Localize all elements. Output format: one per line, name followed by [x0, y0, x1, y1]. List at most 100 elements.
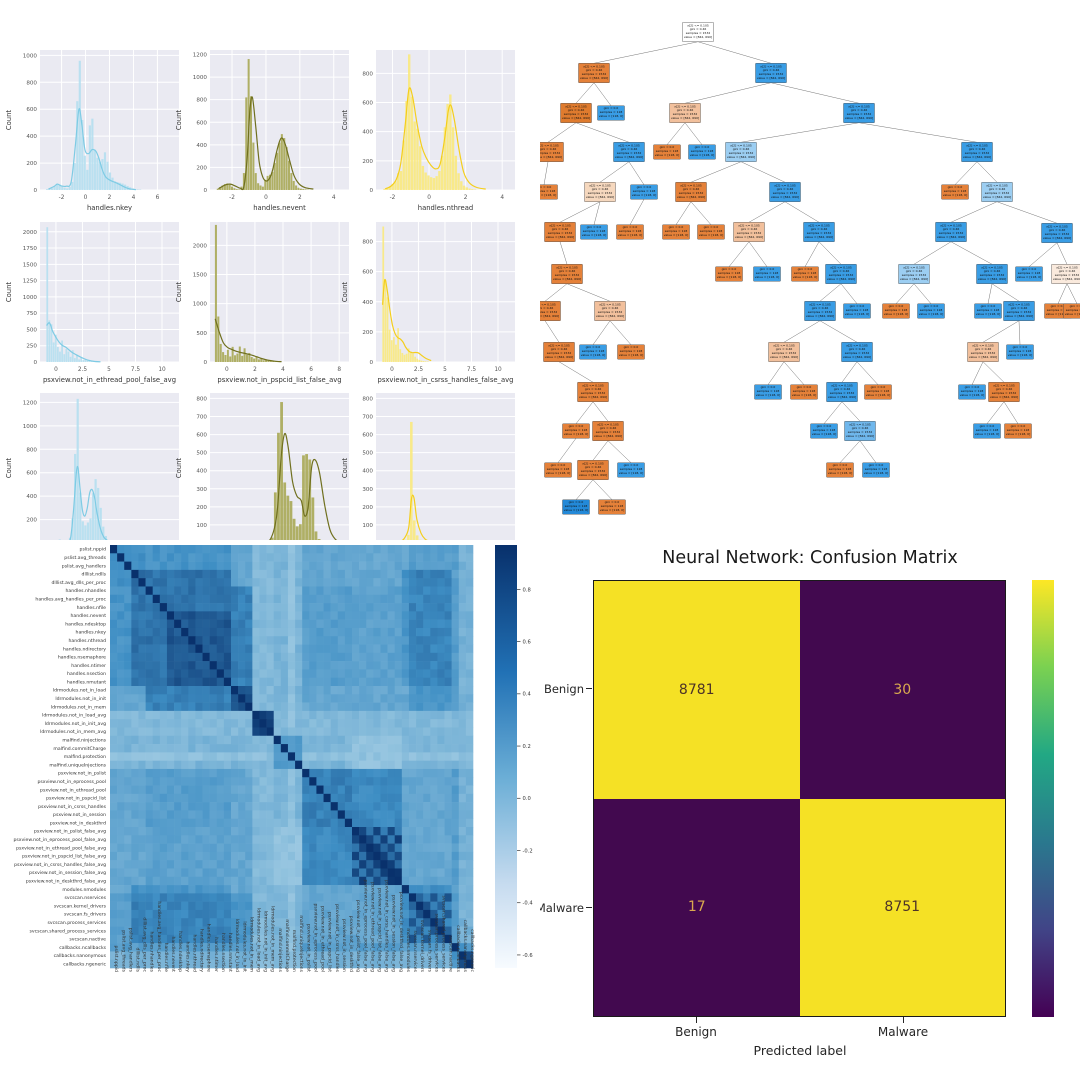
svg-text:800: 800: [196, 396, 207, 402]
svg-text:handles.nkey: handles.nkey: [184, 942, 190, 973]
svg-text:Count: Count: [341, 282, 349, 303]
svg-text:7.5: 7.5: [131, 367, 141, 373]
svg-text:samples = 1532: samples = 1532: [617, 151, 642, 155]
svg-text:dlllist.ndlls: dlllist.ndlls: [135, 948, 141, 973]
svg-text:psxview.not_in_session_false_a: psxview.not_in_session_false_avg: [391, 895, 397, 972]
svg-text:gini = 0.46: gini = 0.46: [600, 426, 617, 430]
svg-text:samples = 118: samples = 118: [846, 308, 869, 312]
svg-text:psxview.not_in_pspcid_list_fal: psxview.not_in_pspcid_list_false_avg: [217, 376, 341, 384]
svg-text:samples = 118: samples = 118: [656, 149, 679, 153]
svg-text:4: 4: [132, 195, 136, 201]
svg-text:psxview.not_in_csrss_handles_f: psxview.not_in_csrss_handles_false_avg: [384, 880, 390, 972]
svg-text:value = [118, 0]: value = [118, 0]: [975, 432, 1000, 436]
svg-text:Count: Count: [341, 458, 349, 479]
svg-text:psxview.not_in_pslist: psxview.not_in_pslist: [305, 924, 311, 972]
svg-text:malfind.protection: malfind.protection: [64, 754, 106, 760]
xtick-benign: Benign: [675, 1025, 717, 1039]
svg-text:5: 5: [443, 367, 447, 373]
svg-text:psxview.not_in_eprocess_pool_f: psxview.not_in_eprocess_pool_false_avg: [362, 879, 368, 972]
histogram-plot-1: 0 200 400 600 800 1000 1200 -2 0 2 4 Count handles.n…: [175, 50, 349, 212]
svg-text:gini = 0.46: gini = 0.46: [851, 108, 868, 112]
svg-text:gini = 0.46: gini = 0.46: [602, 306, 619, 310]
svg-text:0: 0: [203, 360, 207, 366]
svg-text:value = [842, 690]: value = [842, 690]: [757, 76, 785, 80]
svg-text:samples = 118: samples = 118: [620, 467, 643, 471]
svg-text:value = [118, 0]: value = [118, 0]: [884, 312, 909, 316]
svg-text:gini = 0.46: gini = 0.46: [585, 465, 602, 469]
svg-text:1200: 1200: [193, 53, 208, 59]
svg-text:handles.avg_handles_per_proc: handles.avg_handles_per_proc: [156, 901, 162, 972]
svg-text:500: 500: [196, 451, 207, 457]
svg-text:gini = 0.46: gini = 0.46: [741, 227, 758, 231]
svg-text:-2: -2: [390, 195, 396, 201]
svg-text:Count: Count: [341, 110, 349, 131]
svg-text:gini = 0.46: gini = 0.46: [833, 269, 850, 273]
svg-text:1000: 1000: [23, 295, 38, 301]
svg-text:samples = 1532: samples = 1532: [686, 31, 711, 35]
svg-text:samples = 118: samples = 118: [600, 110, 623, 114]
svg-text:ldrmodules.not_in_mem_avg: ldrmodules.not_in_mem_avg: [270, 906, 276, 972]
svg-text:gini = 0.0: gini = 0.0: [604, 106, 619, 110]
svg-text:2000: 2000: [23, 230, 38, 236]
decision-tree-panel: x[2] <= 0.105 gini = 0.46 samples = 1532 va…: [540, 0, 1080, 540]
svg-text:x[2] <= 0.105: x[2] <= 0.105: [848, 104, 870, 108]
histogram-grid-panel: 0 200 400 600 800 1000 -2 0 2 4 6 Count handles.nkey…: [0, 0, 540, 540]
svg-text:gini = 0.0: gini = 0.0: [1013, 345, 1028, 349]
svg-text:handles.avg_handles_per_proc: handles.avg_handles_per_proc: [35, 597, 106, 603]
svg-text:4: 4: [500, 195, 504, 201]
svg-text:Count: Count: [5, 282, 13, 303]
svg-text:value = [842, 690]: value = [842, 690]: [615, 155, 643, 159]
svg-text:gini = 0.46: gini = 0.46: [1049, 228, 1066, 232]
svg-text:samples = 118: samples = 118: [601, 504, 624, 508]
svg-text:x[2] <= 0.105: x[2] <= 0.105: [674, 104, 696, 108]
svg-text:200: 200: [362, 159, 373, 165]
svg-text:value = [118, 0]: value = [118, 0]: [943, 193, 968, 197]
svg-text:samples = 1532: samples = 1532: [980, 273, 1005, 277]
svg-text:gini = 0.46: gini = 0.46: [621, 147, 638, 151]
svg-text:samples = 1532: samples = 1532: [540, 151, 560, 155]
svg-text:samples = 118: samples = 118: [700, 229, 723, 233]
svg-text:psxview.not_in_ethread_pool_fa: psxview.not_in_ethread_pool_false_avg: [369, 882, 375, 972]
svg-text:gini = 0.0: gini = 0.0: [889, 304, 904, 308]
svg-text:handles.ndirectory: handles.ndirectory: [63, 646, 106, 652]
svg-text:samples = 1532: samples = 1532: [540, 310, 557, 314]
svg-text:2: 2: [253, 367, 257, 373]
svg-text:value = [118, 0]: value = [118, 0]: [976, 312, 1001, 316]
heatmap-colorbar: [495, 545, 517, 968]
svg-text:value = [118, 0]: value = [118, 0]: [564, 508, 589, 512]
svg-text:malfind.uniqueInjections: malfind.uniqueInjections: [49, 762, 106, 768]
svg-text:samples = 118: samples = 118: [829, 467, 852, 471]
svg-text:400: 400: [362, 469, 373, 475]
svg-text:x[2] <= 0.105: x[2] <= 0.105: [808, 223, 830, 227]
svg-text:gini = 0.0: gini = 0.0: [1011, 424, 1026, 428]
kde-curve: [69, 465, 108, 540]
svg-text:samples = 118: samples = 118: [885, 308, 908, 312]
svg-text:gini = 0.46: gini = 0.46: [811, 227, 828, 231]
xtick-mark-benign: [696, 1017, 698, 1023]
svg-text:400: 400: [362, 300, 373, 306]
svg-text:x[2] <= 0.105: x[2] <= 0.105: [565, 104, 587, 108]
svg-text:value = [842, 690]: value = [842, 690]: [1005, 314, 1033, 318]
value-false-positive: 30: [893, 681, 912, 698]
svg-text:value = [842, 690]: value = [842, 690]: [553, 277, 581, 281]
svg-text:handles.nsemaphore: handles.nsemaphore: [58, 655, 106, 661]
viridis-colorbar: [1032, 580, 1054, 1017]
svg-text:400: 400: [362, 130, 373, 136]
svg-text:samples = 1532: samples = 1532: [971, 351, 996, 355]
svg-text:samples = 1532: samples = 1532: [1007, 310, 1032, 314]
svg-text:800: 800: [362, 71, 373, 77]
svg-text:modules.nmodules: modules.nmodules: [62, 887, 106, 893]
value-false-negative: 17: [687, 899, 706, 916]
svg-text:gini = 0.0: gini = 0.0: [817, 424, 832, 428]
histogram-bars: [404, 421, 422, 540]
svg-text:0.6: 0.6: [523, 640, 531, 646]
svg-text:callbacks.nanonymous: callbacks.nanonymous: [54, 953, 107, 959]
svg-text:malfind.commitCharge: malfind.commitCharge: [53, 746, 106, 752]
